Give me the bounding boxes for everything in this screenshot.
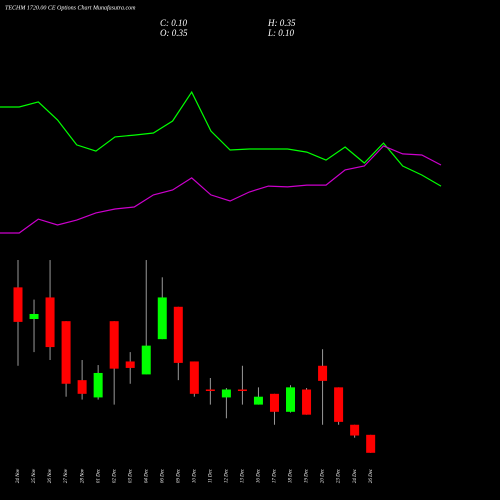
candle-body bbox=[221, 389, 231, 398]
candle-body bbox=[109, 321, 119, 369]
chart-title: TECHM 1720.00 CE Options Chart Munafasut… bbox=[5, 4, 136, 11]
x-tick-label: 11 Dec bbox=[209, 468, 214, 483]
x-tick-label: 24 Nov bbox=[16, 468, 21, 483]
indicator-line bbox=[0, 90, 442, 187]
indicator-line bbox=[0, 145, 442, 234]
candle-body bbox=[302, 389, 312, 415]
candle-body bbox=[141, 345, 151, 375]
x-tick-label: 09 Dec bbox=[176, 468, 181, 483]
x-tick-label: 01 Dec bbox=[96, 468, 101, 483]
candle-body bbox=[77, 380, 87, 394]
x-tick-label: 12 Dec bbox=[225, 468, 230, 483]
candle-body bbox=[205, 389, 215, 392]
candle-body bbox=[29, 313, 39, 320]
candle-body bbox=[13, 287, 23, 322]
candle-body bbox=[157, 297, 167, 340]
candle-body bbox=[334, 387, 344, 422]
x-tick-label: 13 Dec bbox=[241, 468, 246, 483]
x-tick-label: 04 Dec bbox=[144, 468, 149, 483]
candle-body bbox=[61, 321, 71, 384]
x-tick-label: 02 Dec bbox=[112, 468, 117, 483]
x-tick-label: 27 Nov bbox=[64, 468, 69, 483]
x-tick-label: 23 Dec bbox=[337, 468, 342, 483]
candle-body bbox=[350, 424, 360, 436]
candle-body bbox=[366, 434, 376, 453]
x-tick-label: 24 Dec bbox=[353, 468, 358, 483]
x-tick-label: 26 Nov bbox=[48, 468, 53, 483]
x-tick-label: 16 Dec bbox=[257, 468, 262, 483]
candle-body bbox=[93, 372, 103, 398]
candle-body bbox=[237, 389, 247, 392]
candle-body bbox=[125, 361, 135, 368]
high-label: H: 0.35 bbox=[267, 18, 296, 28]
open-label: O: 0.35 bbox=[160, 28, 188, 38]
close-label: C: 0.10 bbox=[160, 18, 188, 28]
candle-body bbox=[45, 297, 55, 348]
x-tick-label: 17 Dec bbox=[273, 468, 278, 483]
x-tick-label: 03 Dec bbox=[128, 468, 133, 483]
candle-body bbox=[269, 393, 279, 412]
candle-body bbox=[189, 361, 199, 394]
x-tick-label: 18 Dec bbox=[289, 468, 294, 483]
x-tick-label: 20 Dec bbox=[321, 468, 326, 483]
x-tick-label: 25 Nov bbox=[32, 468, 37, 483]
x-tick-label: 19 Dec bbox=[305, 468, 310, 483]
candle-body bbox=[253, 396, 263, 405]
candle-body bbox=[318, 365, 328, 381]
low-label: L: 0.10 bbox=[267, 28, 295, 38]
x-tick-label: 28 Nov bbox=[80, 468, 85, 483]
x-tick-label: 10 Dec bbox=[192, 468, 197, 483]
candle-body bbox=[173, 306, 183, 363]
x-tick-label: 06 Dec bbox=[160, 468, 165, 483]
x-tick-label: 26 Dec bbox=[369, 468, 374, 483]
candle-body bbox=[286, 387, 296, 412]
